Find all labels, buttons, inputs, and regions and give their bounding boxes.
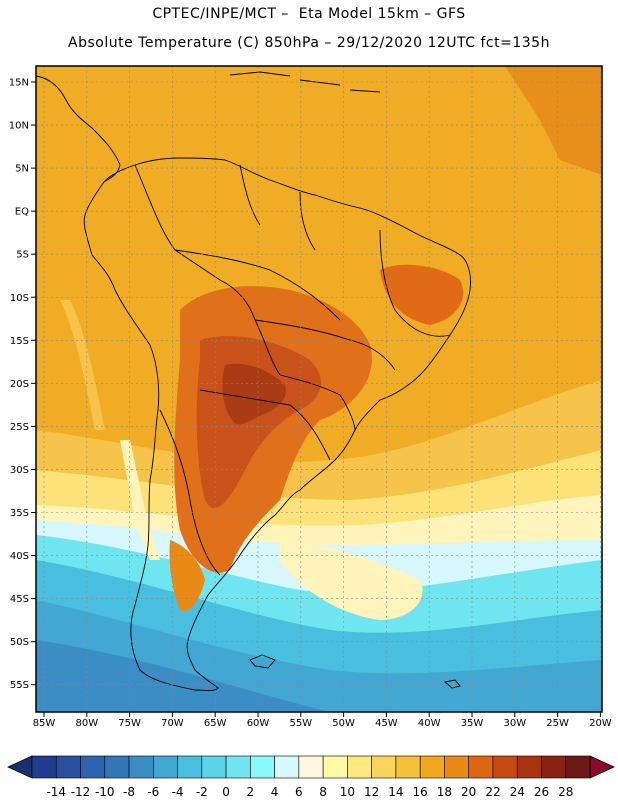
colorbar-label: 16 <box>413 785 428 799</box>
colorbar-label: 14 <box>388 785 403 799</box>
colorbar-swatch <box>31 755 57 779</box>
lon-label: 35W <box>461 718 484 729</box>
coastlines-and-borders <box>36 71 471 691</box>
colorbar-label: 8 <box>319 785 327 799</box>
colorbar-swatch <box>225 755 251 779</box>
colorbar-label: 2 <box>247 785 255 799</box>
colorbar-label: -8 <box>123 785 135 799</box>
colorbar-swatch <box>565 755 591 779</box>
colorbar-swatch <box>250 755 275 779</box>
lat-label: 20S <box>10 379 29 390</box>
colorbar-swatch <box>55 755 81 779</box>
colorbar-swatch <box>104 755 130 779</box>
map-title-line-1: CPTEC/INPE/MCT – Eta Model 15km – GFS <box>152 6 466 22</box>
colorbar-swatch <box>347 755 372 779</box>
colorbar-swatch <box>541 755 567 779</box>
colorbar-under-arrow <box>7 755 33 779</box>
colorbar-swatch <box>371 755 397 779</box>
temperature-field <box>36 66 602 712</box>
lon-label: 55W <box>289 718 312 729</box>
lat-label: 15N <box>9 78 29 89</box>
lat-label: 30S <box>10 465 29 476</box>
colorbar-label: 12 <box>364 785 379 799</box>
lat-label: 45S <box>10 594 29 605</box>
lat-label: 55S <box>10 680 29 691</box>
lon-label: 25W <box>546 718 569 729</box>
colorbar-swatch <box>153 755 178 779</box>
colorbar-label: -6 <box>147 785 159 799</box>
lat-label: 35S <box>10 508 29 519</box>
latitude-axis: 15N 10N 5N EQ 5S 10S 15S 20S 25S 30S 35S 40S 45S 50S 5… <box>9 78 36 691</box>
colorbar-label: 10 <box>340 785 355 799</box>
colorbar-label: 26 <box>534 785 549 799</box>
colorbar-label: 6 <box>295 785 303 799</box>
colorbar-label: 24 <box>510 785 525 799</box>
colorbar-swatch <box>128 755 154 779</box>
lat-label: 15S <box>10 336 29 347</box>
colorbar-swatch <box>322 755 348 779</box>
temperature-colorbar: -14 -12 -10 -8 -6 -4 -2 0 2 4 6 8 10 12 14 16 18 20 22 24 26… <box>7 755 615 799</box>
map-title-line-2: Absolute Temperature (C) 850hPa – 29/12/… <box>68 35 550 51</box>
colorbar-label: 4 <box>271 785 279 799</box>
colorbar-swatch <box>419 755 445 779</box>
colorbar-label: -14 <box>46 785 66 799</box>
colorbar-label: 0 <box>222 785 230 799</box>
lon-label: 20W <box>589 718 612 729</box>
lon-label: 65W <box>204 718 227 729</box>
lon-label: 50W <box>332 718 355 729</box>
colorbar-label: -4 <box>172 785 184 799</box>
colorbar-swatch <box>80 755 106 779</box>
lat-label: 5S <box>16 250 29 261</box>
lat-label: 10N <box>9 121 29 132</box>
lon-label: 70W <box>161 718 184 729</box>
colorbar-label: 20 <box>461 785 476 799</box>
colorbar-label: -12 <box>71 785 91 799</box>
lon-label: 40W <box>418 718 441 729</box>
lat-label: 40S <box>10 551 29 562</box>
longitude-axis: 85W 80W 75W 70W 65W 60W 55W 50W 45W 40W 35W 30W 25W 2… <box>33 712 612 729</box>
colorbar-swatch <box>492 755 518 779</box>
lon-label: 75W <box>118 718 141 729</box>
colorbar-label: 18 <box>437 785 452 799</box>
lon-label: 45W <box>375 718 398 729</box>
lon-label: 30W <box>503 718 526 729</box>
colorbar-swatch <box>395 755 421 779</box>
lon-label: 80W <box>75 718 98 729</box>
map-frame <box>35 65 603 713</box>
colorbar-swatch <box>201 755 227 779</box>
lon-label: 85W <box>33 718 56 729</box>
colorbar-label: -2 <box>196 785 208 799</box>
lat-label: 25S <box>10 422 29 433</box>
colorbar-swatch <box>444 755 469 779</box>
colorbar-swatch <box>468 755 494 779</box>
colorbar-label: -10 <box>95 785 115 799</box>
colorbar-label: 22 <box>485 785 500 799</box>
lat-label: 50S <box>10 637 29 648</box>
graticule <box>36 66 602 712</box>
lat-label: 10S <box>10 293 29 304</box>
colorbar-swatch <box>177 755 203 779</box>
lon-label: 60W <box>247 718 270 729</box>
lat-label: 5N <box>15 164 29 175</box>
colorbar-swatch <box>516 755 542 779</box>
colorbar-swatch <box>274 755 300 779</box>
colorbar-label: 28 <box>558 785 573 799</box>
colorbar-swatch <box>298 755 324 779</box>
lat-label: EQ <box>15 207 29 218</box>
colorbar-over-arrow <box>589 755 615 779</box>
